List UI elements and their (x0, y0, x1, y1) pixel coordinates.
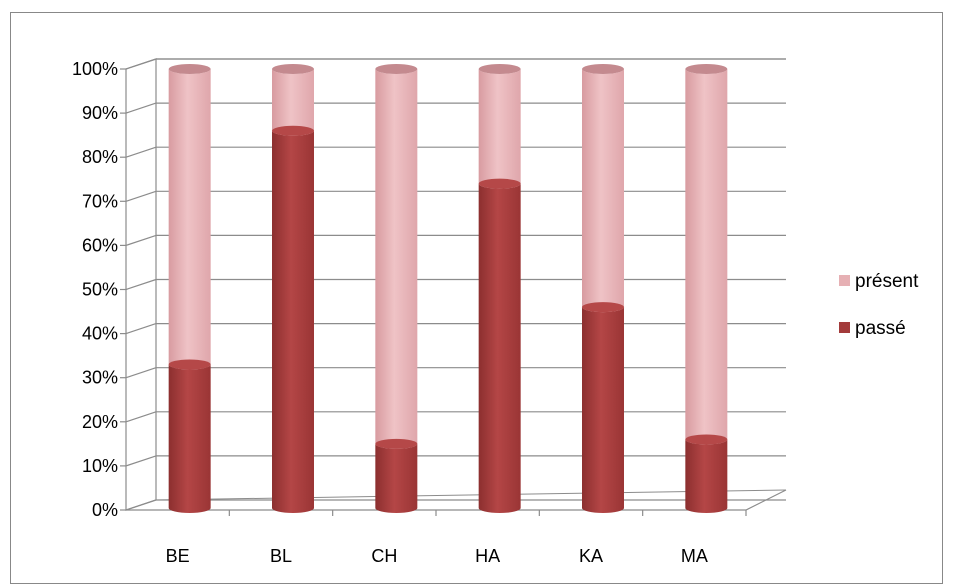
x-tick-label: HA (475, 546, 500, 566)
legend-label-passe: passé (855, 318, 906, 339)
x-tick-label: BL (270, 546, 292, 566)
bar-segment-passe (168, 364, 211, 513)
y-tick-label: 0% (92, 500, 118, 520)
y-tick-label: 80% (82, 147, 118, 167)
y-tick-label: 40% (82, 324, 118, 344)
y-tick-label: 60% (82, 235, 118, 255)
bar-segment-divider (375, 438, 418, 449)
y-tick-label: 30% (82, 368, 118, 388)
bar-segment-passe (272, 130, 314, 513)
bar-segment-passe (375, 443, 418, 513)
bar-top-cap (375, 64, 418, 74)
gridline-side (125, 102, 157, 114)
legend: présent passé (839, 271, 919, 339)
legend-swatch-passe (839, 322, 850, 333)
gridline-side (125, 146, 157, 158)
y-tick-label: 100% (72, 59, 118, 79)
x-tick-label: KA (579, 546, 603, 566)
bar-top-cap (582, 64, 624, 74)
x-tick-label: BE (166, 546, 190, 566)
y-tick-label: 10% (82, 456, 118, 476)
chart-frame: 0% 10% 20% 30% 40% 50% 60% 70% 80% 90% 100% BE BL CH… (10, 12, 943, 584)
bar-segment-divider (478, 178, 521, 189)
bar-segment-divider (272, 125, 314, 136)
gridline-side (125, 411, 157, 423)
bar-segment-passe (685, 439, 728, 513)
x-tick-label: CH (371, 546, 397, 566)
gridline-side (125, 499, 157, 511)
gridline-side (125, 455, 157, 467)
gridline-side (125, 367, 157, 379)
y-tick-label: 50% (82, 280, 118, 300)
floor-back-edge (155, 489, 787, 501)
gridline-side (125, 278, 157, 291)
x-tick-label: MA (681, 546, 708, 566)
y-tick-label: 70% (82, 191, 118, 211)
legend-label-present: présent (855, 271, 919, 292)
bar-segment-divider (685, 434, 728, 445)
bar-segment-present (582, 69, 624, 313)
x-axis-tick-labels: BE BL CH HA KA MA (166, 510, 747, 566)
bar-segment-present (375, 69, 418, 449)
bar-top-cap (478, 64, 521, 74)
bar-top-cap (685, 64, 728, 74)
bar-top-cap (168, 64, 211, 74)
stacked-cylinder-chart: 0% 10% 20% 30% 40% 50% 60% 70% 80% 90% 100% BE BL CH… (72, 58, 919, 566)
bar-top-cap (272, 64, 314, 74)
y-tick-label: 90% (82, 103, 118, 123)
gridline-side (125, 323, 157, 335)
gridline-side (125, 58, 157, 70)
bar-segment-present (478, 69, 521, 189)
bars (168, 64, 728, 513)
bar-segment-divider (168, 359, 211, 370)
gridline-side (125, 234, 157, 246)
bar-segment-present (168, 69, 211, 370)
legend-swatch-present (839, 275, 850, 286)
y-tick-label: 20% (82, 412, 118, 432)
bar-segment-passe (582, 307, 624, 513)
bar-segment-passe (478, 183, 521, 513)
y-axis-tick-labels: 0% 10% 20% 30% 40% 50% 60% 70% 80% 90% 100% (72, 59, 118, 520)
bar-segment-present (272, 69, 314, 136)
gridline-side (125, 190, 157, 202)
gridlines (120, 58, 786, 511)
bar-segment-present (685, 69, 728, 445)
bar-segment-divider (582, 302, 624, 313)
